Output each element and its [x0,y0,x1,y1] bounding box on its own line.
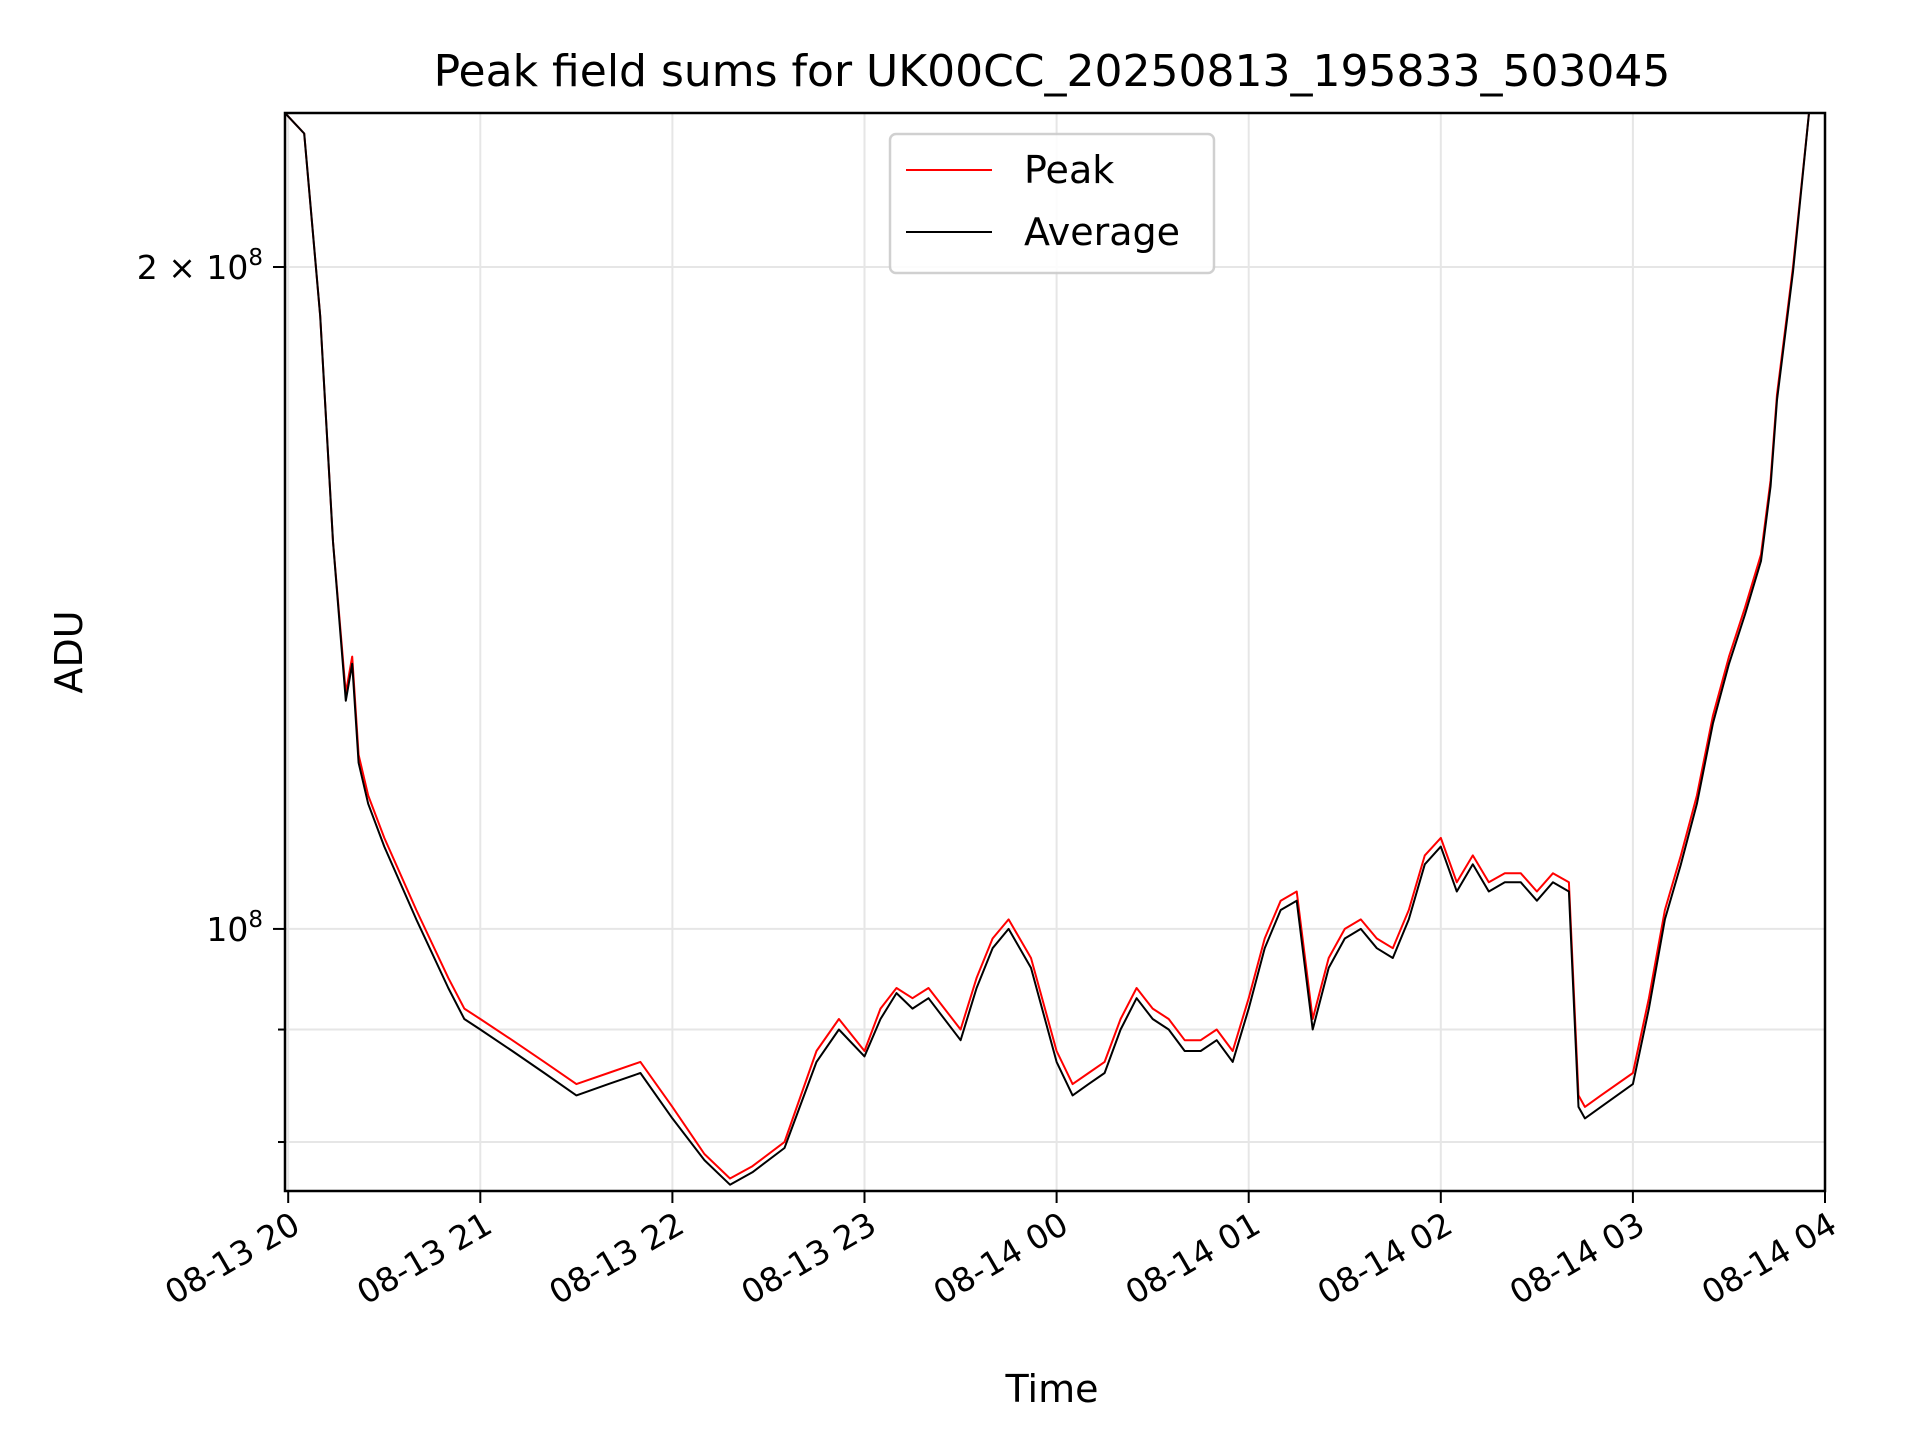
x-axis-label: Time [1005,1367,1099,1411]
plot-frame [283,111,1827,1193]
y-axis-label: ADU [47,610,91,693]
chart-title: Peak field sums for UK00CC_20250813_1958… [434,46,1671,97]
series-line-average [285,113,1810,1186]
series-line-peak [285,113,1810,1180]
legend-label-average: Average [1024,210,1180,254]
legend-label-peak: Peak [1024,148,1114,192]
legend: Peak Average [888,132,1216,275]
y-tick-label: 2 × 108 [137,245,263,287]
series [285,113,1810,1186]
plot-area [285,113,1825,1191]
legend-box [888,132,1216,275]
grid [285,113,1826,1191]
